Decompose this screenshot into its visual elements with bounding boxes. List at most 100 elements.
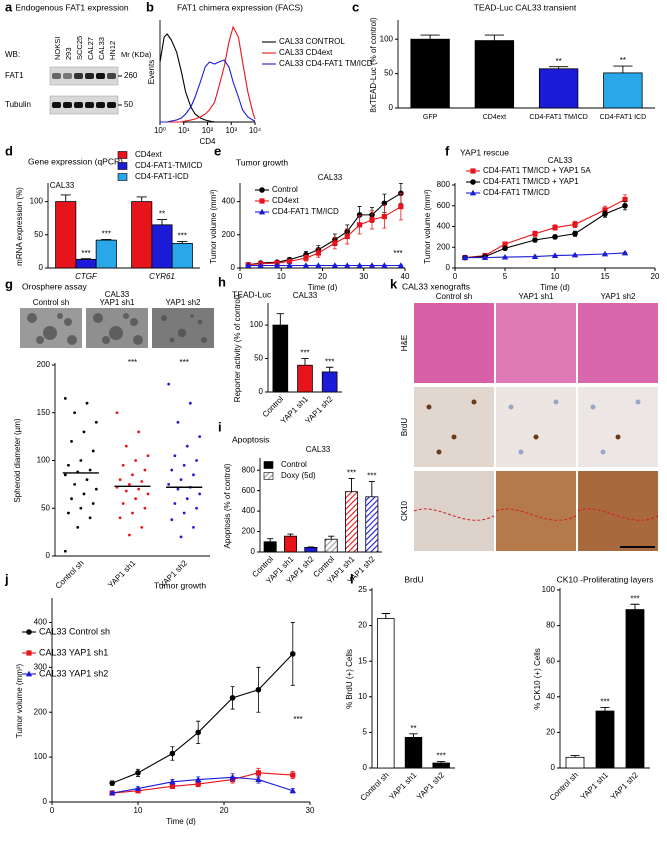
x-tick-label: 10⁴ (249, 126, 262, 135)
size-marker: 50 (124, 100, 133, 109)
x-tick-label: 10⁰ (154, 126, 166, 135)
series-line (111, 653, 294, 784)
panel-label: g (5, 276, 13, 291)
marker (356, 212, 363, 218)
y-tick-label: 25 (358, 585, 367, 594)
sphere (177, 328, 187, 338)
y-tick-label: 400 (34, 618, 48, 627)
x-tick-label: YAP1 sh1 (106, 558, 137, 589)
chart-title: FAT1 chimera expression (FACS) (177, 2, 303, 12)
significance: ** (159, 210, 165, 219)
histology-image (496, 303, 576, 383)
data-point (176, 420, 180, 424)
blot-band (107, 102, 116, 108)
data-point (170, 468, 174, 472)
marker (169, 778, 176, 785)
marker (622, 196, 628, 203)
x-tick-label: YAP1 sh1 (579, 770, 610, 801)
panel-label: l (350, 571, 354, 586)
data-point (73, 411, 77, 415)
sphere (169, 337, 175, 343)
marker (572, 230, 578, 237)
y-tick-label: 80 (546, 621, 555, 630)
data-point (79, 506, 83, 510)
chart-title: Apoptosis (232, 434, 269, 444)
marker (470, 168, 476, 174)
histology-image (578, 471, 658, 551)
significance: *** (367, 472, 376, 481)
data-point (63, 397, 67, 400)
legend-swatch (117, 162, 128, 170)
column-label: Control sh (436, 292, 472, 301)
data-point (143, 506, 147, 510)
data-point (70, 497, 73, 501)
y-axis-label: Events (147, 60, 156, 84)
x-tick-label: Control sh (548, 771, 580, 803)
blot-title: Endogenous FAT1 expression (15, 2, 129, 12)
legend-swatch (263, 461, 274, 469)
sphere (43, 326, 57, 340)
y-tick-label: 0 (446, 263, 451, 272)
marker (315, 262, 322, 268)
significance: *** (347, 469, 356, 478)
data-point (188, 401, 192, 405)
error-bar (409, 733, 418, 738)
marker (381, 262, 388, 268)
marker (109, 780, 115, 786)
histology-image (414, 387, 494, 467)
y-axis-label: 8xTEAD-Luc (% of control) (369, 17, 378, 112)
row-label: Tubulin (5, 100, 31, 109)
marker (302, 262, 310, 268)
bar (151, 224, 173, 269)
x-tick-label: YAP1 sh2 (303, 394, 334, 425)
bar (625, 609, 645, 769)
axis-line (259, 458, 382, 553)
y-tick-label: 0 (389, 103, 394, 112)
marker (258, 208, 266, 215)
y-tick-label: 0 (46, 551, 51, 560)
error-bar (276, 313, 285, 326)
legend-swatch (263, 472, 274, 480)
error-bar (60, 194, 71, 202)
data-point (121, 502, 125, 505)
marker (532, 231, 538, 237)
bar (474, 40, 515, 109)
legend-swatch (117, 151, 128, 159)
marker (331, 262, 339, 268)
data-point (76, 525, 80, 529)
lane-label: 293 (64, 47, 73, 60)
data-point (134, 497, 138, 501)
bar (55, 201, 77, 269)
boundary (495, 508, 577, 521)
y-tick-label: 0 (231, 263, 236, 272)
data-point (185, 497, 189, 501)
annotation: *** (293, 715, 302, 724)
significance: *** (81, 249, 90, 258)
x-tick-label: Control sh (54, 559, 86, 591)
x-tick-label: YAP1 sh1 (387, 770, 418, 801)
error-bar (548, 66, 569, 69)
y-axis-label: % CK10 (+) Cells (533, 648, 542, 710)
legend-swatch (117, 173, 128, 181)
legend-label: CAL33 YAP1 sh2 (39, 668, 108, 678)
error-bar (177, 240, 188, 244)
x-tick-label: CYR61 (149, 272, 175, 281)
nucleus (615, 434, 621, 440)
significance: *** (128, 358, 137, 367)
legend-label: CAL33 Control sh (39, 626, 110, 636)
y-tick-label: 200 (34, 707, 48, 716)
error-bar (156, 219, 168, 225)
legend-label: CD4ext (135, 150, 162, 159)
y-axis-label: mRNA expression (%) (15, 187, 24, 266)
nucleus (600, 449, 606, 455)
panel-label: e (214, 143, 221, 158)
lane-label: SCC25 (75, 36, 84, 60)
y-axis-label: Tumor volume (mm³) (423, 189, 432, 264)
nucleus (451, 434, 457, 440)
bar (131, 201, 153, 269)
marker (357, 222, 363, 228)
y-tick-label: 20 (358, 621, 367, 630)
column-label: YAP1 sh1 (519, 292, 555, 301)
marker (356, 262, 363, 268)
marker (368, 262, 376, 268)
